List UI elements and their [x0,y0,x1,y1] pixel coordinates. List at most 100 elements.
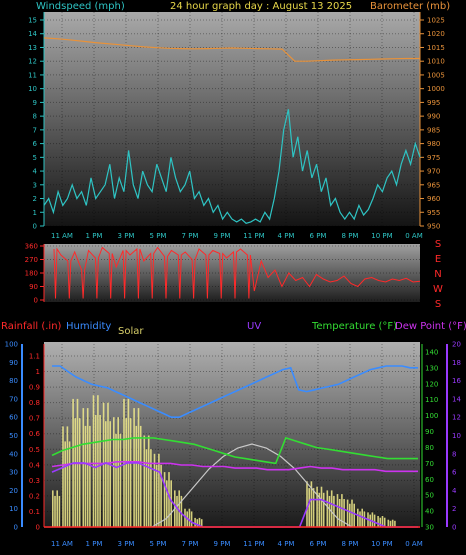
uv-tick-label: 6 [452,469,457,477]
solar-bar [322,492,325,527]
x-tick-label: 9 PM [214,232,231,240]
solar-bar [54,495,56,527]
y-tick-label: 5 [33,154,37,162]
y-tick-label: 1005 [427,71,445,79]
solar-bar [52,490,54,527]
y-tick-label: 1000 [427,85,445,93]
solar-bar [74,418,77,527]
solar-bar [64,441,66,527]
solar-bar [198,517,201,527]
solar-bar [62,426,64,527]
solar-bar [86,408,89,527]
solar-bar [357,508,359,527]
y-tick-label: 8 [33,113,37,121]
uv-tick-label: 16 [452,377,461,385]
x-tick-label: 1 PM [86,232,103,240]
y-tick-label: 1025 [427,17,445,25]
uv-label: UV [247,321,261,332]
y-tick-label: 3 [33,181,37,189]
solar-bar [308,488,310,527]
y-tick-label: 360 [25,243,38,251]
y-tick-label: 13 [28,44,37,52]
y-tick-label: 960 [427,195,440,203]
solar-bar [129,418,132,527]
solar-bar [180,495,183,527]
solar-bar [137,408,140,527]
x-tick-label: 7 PM [182,540,199,548]
uv-tick-label: 10 [452,432,461,440]
y-tick-label: 90 [29,283,38,291]
solar-bar [338,499,341,527]
humidity-tick-label: 20 [9,487,18,495]
solar-bar [349,503,351,527]
dewpoint-line [51,461,418,473]
rain-tick-label: 0.7 [29,415,40,423]
solar-bar [147,435,150,527]
solar-bar [336,494,339,527]
solar-bar [333,495,335,527]
temperature-line [51,436,418,465]
humidity-label: Humidity [66,321,111,332]
solar-bar [99,415,101,527]
x-tick-label: 11 PM [243,540,264,548]
temp-tick-label: 30 [425,524,434,532]
solar-bar [82,408,85,527]
temp-tick-label: 120 [425,380,438,388]
solar-bar [391,519,394,527]
y-tick-label: 6 [33,140,38,148]
y-tick-label: 975 [427,154,440,162]
solar-bar [389,520,392,527]
humidity-tick-label: 10 [9,505,18,513]
y-tick-label: 12 [28,58,37,66]
panel1-right-ticks: 950 955 960 965 970 975 980 985 990 995 1000 1005 10… [419,12,445,231]
uv-tick-label: 20 [452,341,461,349]
y-tick-label: 1015 [427,44,445,52]
y-tick-label: 950 [427,223,440,231]
x-tick-label: 5 PM [150,232,167,240]
y-tick-label: 980 [427,140,440,148]
y-tick-label: 15 [28,17,37,25]
solar-bar [190,511,193,527]
solar-bar [89,425,91,527]
compass-label: E [435,254,441,265]
barometer-line [43,37,420,62]
solar-bar [184,508,186,527]
x-tick-label: 10 PM [371,540,392,548]
compass-label: N [434,269,441,280]
rain-tick-label: 0.9 [29,384,40,392]
x-tick-label: 6 PM [310,540,327,548]
solar-bar [113,417,115,527]
panel1-x-ticks: 11 AM 1 PM 3 PM 5 PM 7 PM 9 PM 11 PM 4 PM 6 PM 8 … [51,232,423,240]
humidity-tick-label: 80 [9,377,18,385]
x-tick-label: 11 AM [51,540,73,548]
solar-bar [353,503,355,527]
temp-tick-label: 130 [425,364,438,372]
solar-bar [135,425,138,527]
rain-tick-label: 0 [36,524,40,532]
y-tick-label: 10 [28,85,37,93]
solar-max-arc [151,443,353,528]
solar-bar [373,514,376,527]
solar-bar [92,395,95,527]
panel3-axes: 010203040506070809010000.10.20.30.40.50.… [5,341,462,532]
solar-bar [328,495,331,527]
compass-label: S [435,239,441,250]
uv-tick-label: 0 [452,524,456,532]
rain-tick-label: 0.3 [29,477,40,485]
temp-tick-label: 50 [425,492,434,500]
temp-tick-label: 80 [425,444,434,452]
x-tick-label: 7 PM [182,232,199,240]
y-tick-label: 1 [33,209,37,217]
y-tick-label: 995 [427,99,440,107]
panel2-left-ticks: 0 90 180 270 360 [25,243,45,305]
x-tick-label: 11 AM [51,232,73,240]
solar-bar [68,441,71,527]
solar-bar [320,486,323,527]
dewpoint-label: Dew Point (°F) [395,321,466,332]
solar-bar [200,519,203,527]
y-tick-label: 2 [33,195,37,203]
y-tick-label: 965 [427,181,440,189]
